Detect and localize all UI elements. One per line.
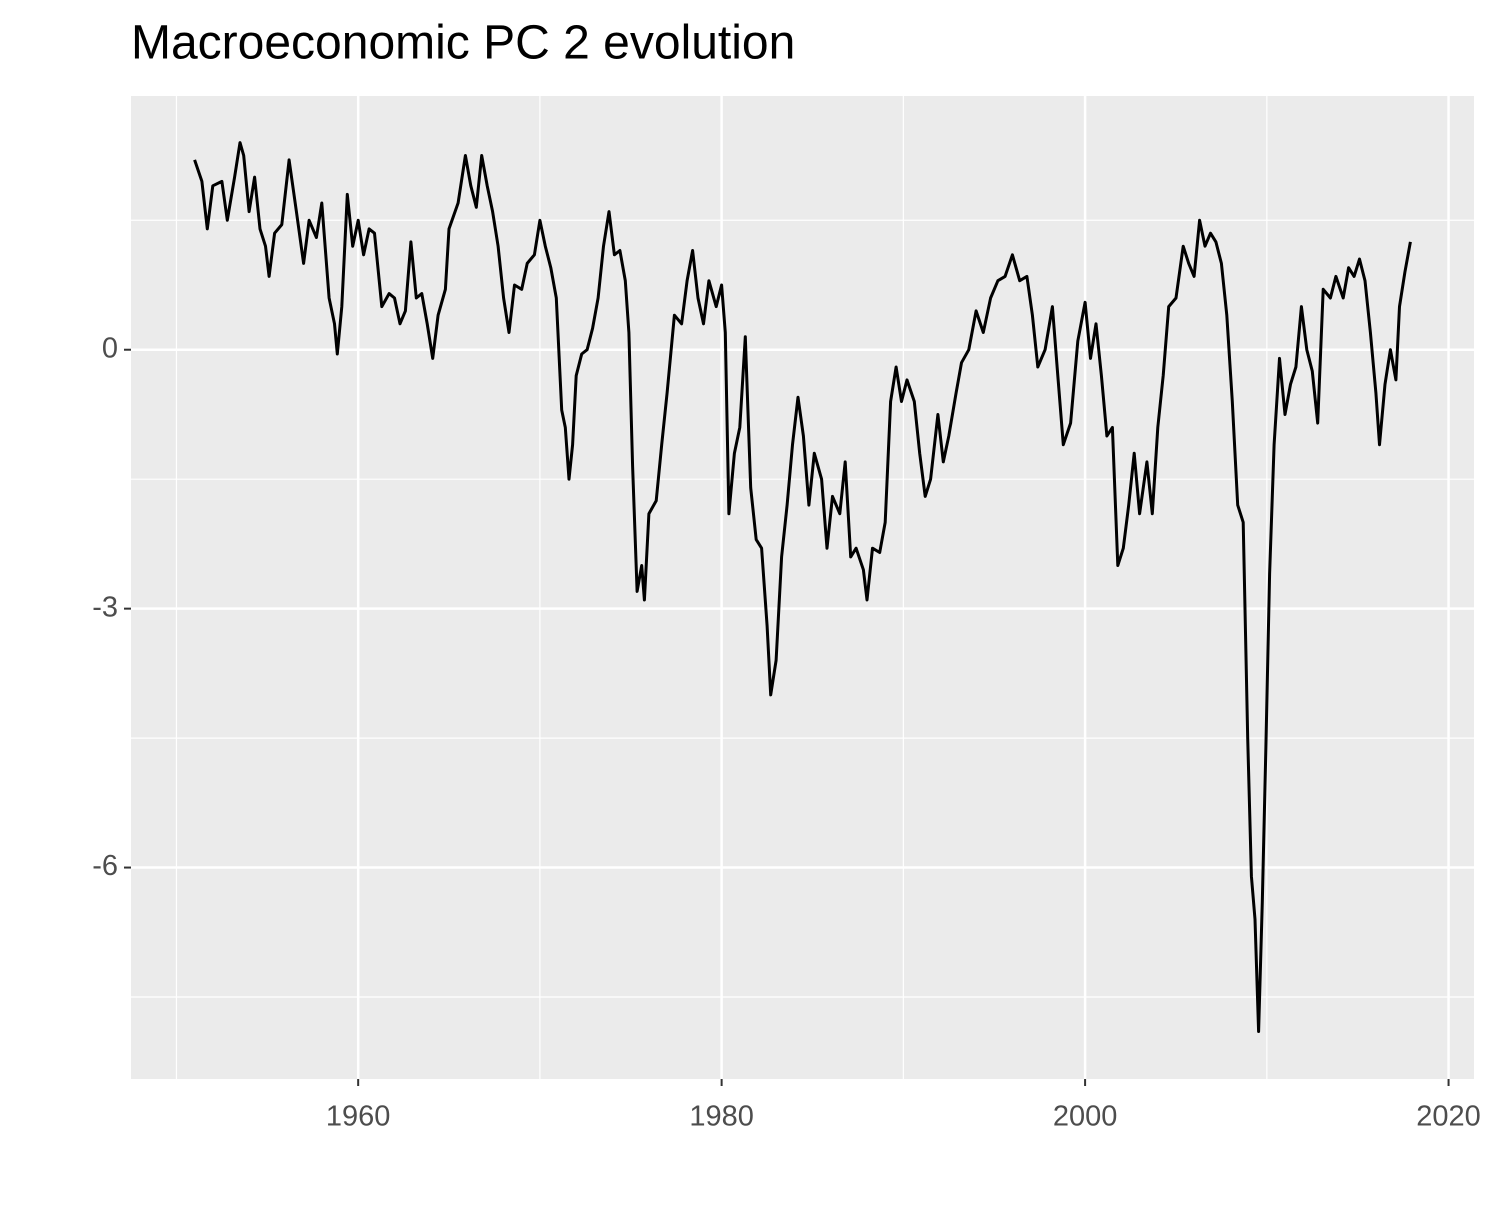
y-tick-label: -3 — [92, 591, 118, 623]
series-line — [193, 141, 1412, 1033]
chart-title: Macroeconomic PC 2 evolution — [131, 17, 795, 70]
x-tick-label: 2000 — [1053, 1101, 1118, 1133]
x-tick-label: 1960 — [326, 1101, 391, 1133]
x-tick-label: 1980 — [689, 1101, 754, 1133]
y-tick-label: 0 — [102, 332, 118, 364]
panel — [131, 96, 1474, 1079]
y-tick-label: -6 — [92, 850, 118, 882]
x-tick-label: 2020 — [1416, 1101, 1481, 1133]
